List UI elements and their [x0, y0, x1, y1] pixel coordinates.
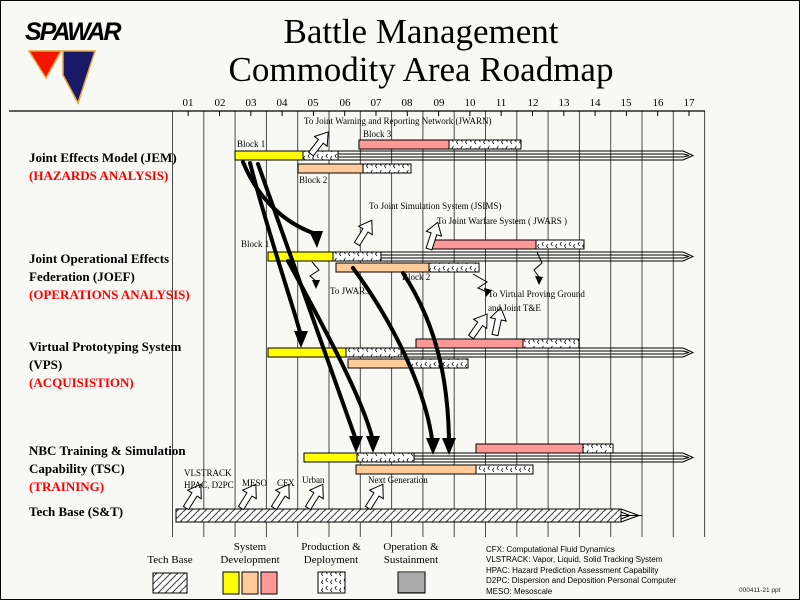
vps-bars	[267, 338, 580, 369]
annotation-jwarn: To Joint Warning and Reporting Network (…	[304, 116, 492, 126]
jem-bars	[234, 139, 522, 174]
program-label-techbase: Tech Base (S&T)	[29, 503, 204, 521]
abbr-meso: MESO: Mesoscale	[486, 586, 553, 596]
program-name: (VPS)	[29, 357, 63, 372]
program-category: (TRAINING)	[29, 479, 105, 494]
legend-swatches	[152, 571, 426, 595]
program-category: (HAZARDS ANALYSIS)	[29, 168, 169, 183]
joef-bars	[267, 239, 585, 273]
year-label: 01	[182, 97, 194, 109]
year-label: 10	[464, 97, 476, 109]
vlstrack-line1: VLSTRACK	[184, 468, 232, 478]
legend-prod-line2: Deployment	[303, 554, 359, 566]
abbr-hpac: HPAC: Hazard Prediction Assessment Capab…	[486, 565, 659, 575]
program-name: NBC Training & Simulation	[29, 443, 186, 458]
annotation-jsims: To Joint Simulation System (JSIMS)	[369, 201, 502, 211]
program-name: Capability (TSC)	[29, 461, 125, 476]
year-label: 12	[527, 97, 539, 109]
program-label-joef: Joint Operational Effects Federation (JO…	[29, 250, 204, 304]
year-label: 11	[495, 97, 507, 109]
year-label: 16	[652, 97, 664, 109]
year-label: 17	[683, 97, 695, 109]
joef-block2-label: Block 2	[402, 272, 431, 282]
program-label-vps: Virtual Prototyping System (VPS) (ACQUIS…	[29, 338, 204, 392]
title-line-1: Battle Management	[283, 12, 559, 51]
program-category: (OPERATIONS ANALYSIS)	[29, 287, 190, 302]
techbase-bar	[175, 508, 642, 523]
year-label: 03	[245, 97, 257, 109]
year-grid	[172, 111, 706, 537]
program-name: Federation (JOEF)	[29, 269, 135, 284]
year-label: 14	[589, 97, 601, 109]
legend-label-sysdev: System Development	[210, 541, 290, 567]
legend-oands-line1: Operation &	[383, 541, 439, 553]
jem-block1-label: Block 1	[237, 139, 266, 149]
year-label: 15	[620, 97, 632, 109]
annotation-vpg-line1: To Virtual Proving Ground	[488, 289, 585, 299]
program-label-tsc: NBC Training & Simulation Capability (TS…	[29, 442, 204, 496]
annotation-vpg: To Virtual Proving Ground and Joint T&E	[488, 287, 585, 315]
techbase-label-meso: MESO	[242, 478, 268, 488]
jem-block2-label: Block 2	[299, 175, 328, 185]
legend-prod-line1: Production &	[301, 541, 361, 553]
legend-sysdev-line1: System	[233, 541, 267, 553]
year-label: 09	[433, 97, 445, 109]
joef-block1-label: Block 1	[241, 239, 270, 249]
title-line-2: Commodity Area Roadmap	[228, 50, 614, 89]
program-category: (ACQUISISTION)	[29, 375, 134, 390]
spawar-logo-text: SPAWAR	[25, 18, 121, 46]
jem-block3-label: Block 3	[363, 129, 392, 139]
legend-label-oands: Operation & Sustainment	[371, 541, 451, 567]
year-label: 05	[307, 97, 319, 109]
spawar-logo-icon	[27, 50, 97, 105]
year-label: 07	[370, 97, 382, 109]
techbase-label-vlstrack: VLSTRACK HPAC, D2PC	[184, 467, 234, 491]
legend-label-techbase: Tech Base	[147, 554, 193, 566]
year-label: 02	[214, 97, 226, 109]
abbr-d2pc: D2PC: Dispersion and Deposition Personal…	[486, 576, 677, 586]
year-label: 04	[276, 97, 288, 109]
year-label: 13	[558, 97, 570, 109]
program-name: Virtual Prototyping System	[29, 339, 182, 354]
techbase-label-nextgen: Next Generation	[368, 475, 428, 485]
year-label: 08	[401, 97, 413, 109]
vlstrack-line2: HPAC, D2PC	[184, 480, 234, 490]
abbr-vlstrack: VLSTRACK: Vapor, Liquid, Solid Tracking …	[486, 555, 663, 565]
abbreviation-key: CFX: Computational Fluid Dynamics VLSTRA…	[486, 545, 676, 597]
legend-label-prod: Production & Deployment	[291, 541, 371, 567]
program-label-jem: Joint Effects Model (JEM) (HAZARDS ANALY…	[29, 149, 204, 185]
year-label: 06	[339, 97, 351, 109]
annotation-vpg-line2: and Joint T&E	[488, 303, 541, 313]
tsc-bars	[303, 443, 614, 475]
abbr-cfx: CFX: Computational Fluid Dynamics	[486, 545, 615, 554]
slide-footer-id: 000411-21 ppt	[739, 587, 781, 594]
annotation-to-jwars: To JWARS	[330, 286, 371, 296]
legend-sysdev-line2: Development	[220, 554, 280, 566]
techbase-label-urban: Urban	[302, 475, 325, 485]
techbase-label-cfx: CFX	[277, 478, 295, 488]
page-title: Battle Management Commodity Area Roadmap	[101, 13, 741, 89]
legend-oands-line2: Sustainment	[383, 554, 439, 566]
hollow-arrows	[178, 126, 510, 513]
program-name: Joint Operational Effects	[29, 251, 170, 266]
program-name: Tech Base (S&T)	[29, 504, 124, 519]
annotation-jwars: To Joint Warfare System ( JWARS )	[437, 216, 567, 226]
program-name: Joint Effects Model (JEM)	[29, 150, 177, 165]
